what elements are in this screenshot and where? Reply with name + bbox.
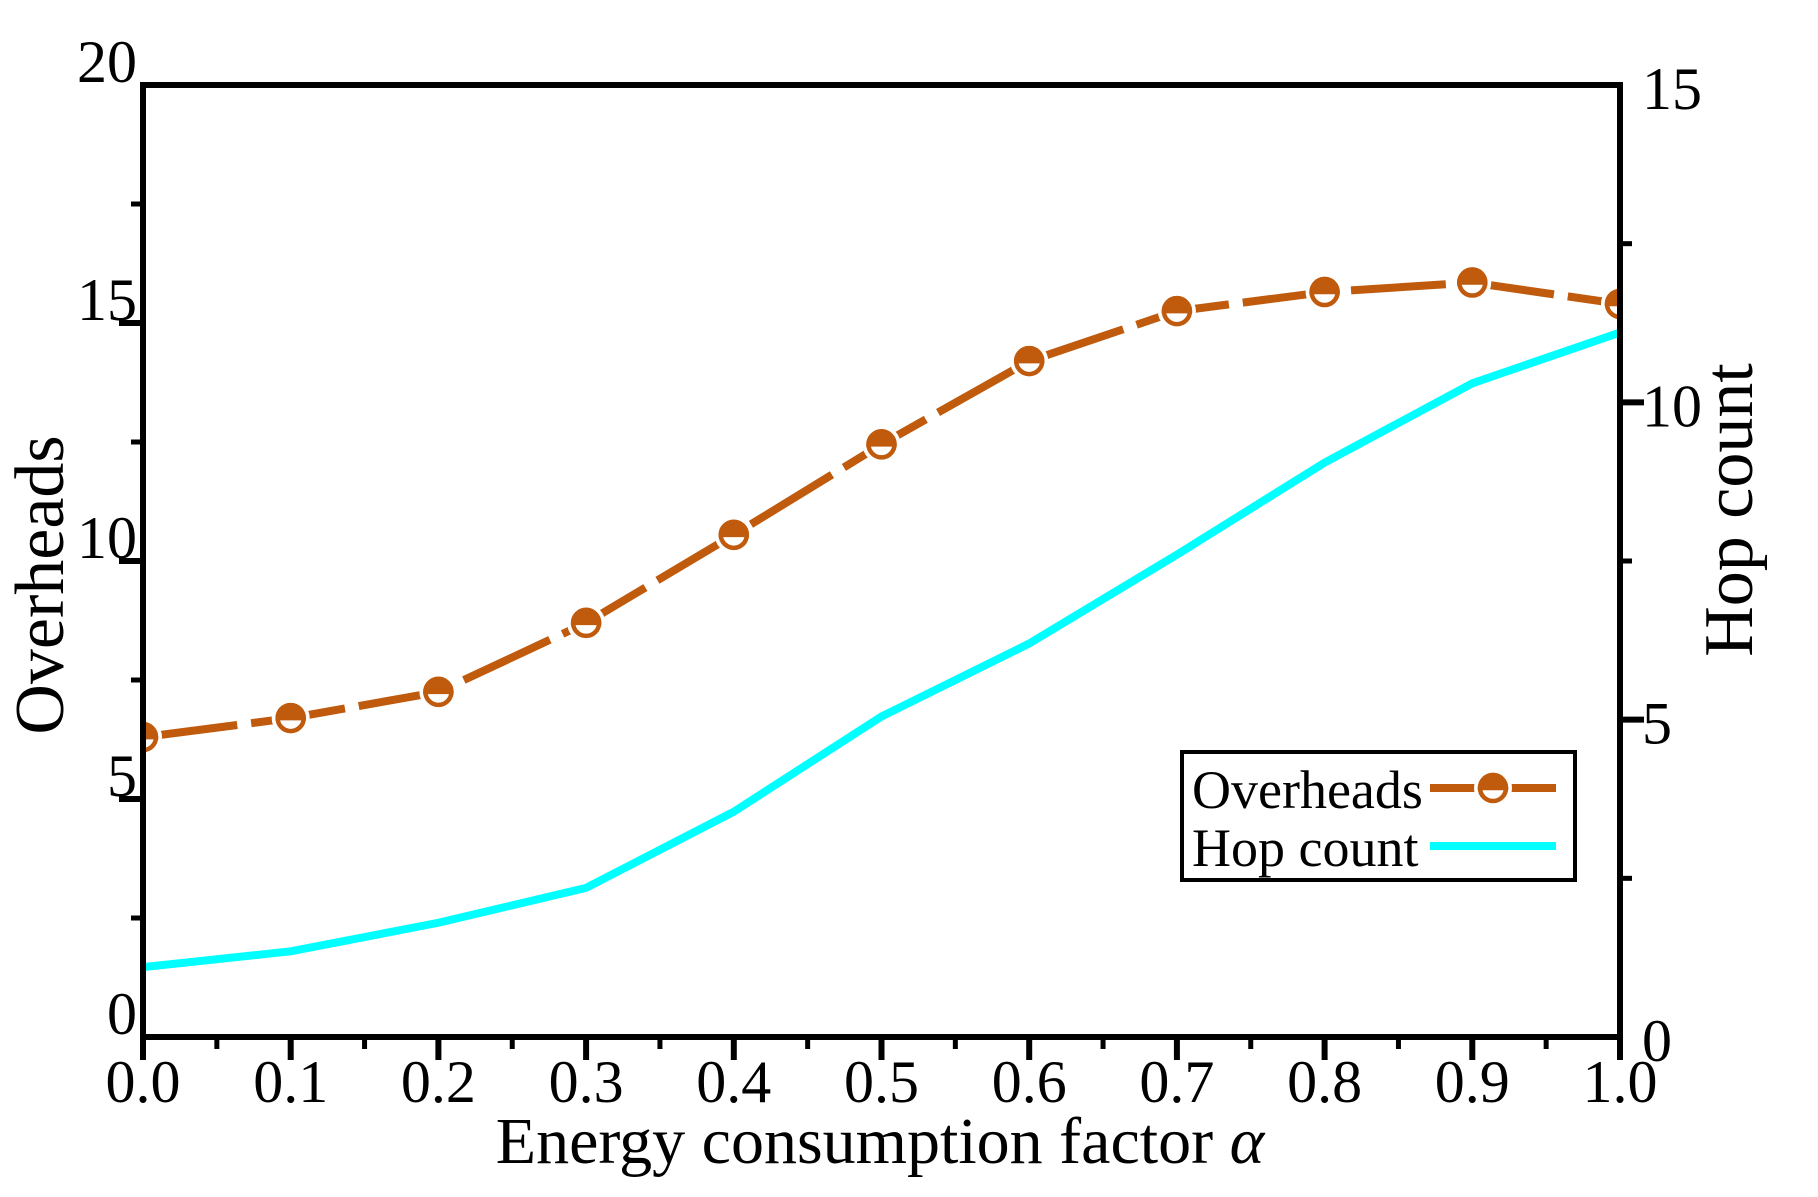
overheads-marker-ring <box>866 429 897 460</box>
overheads-marker <box>271 699 310 738</box>
overheads-marker-ring <box>275 702 306 734</box>
y-left-tick-label: 5 <box>107 743 137 809</box>
overheads-marker-ring <box>1309 276 1340 308</box>
y-left-tick-label: 0 <box>107 981 137 1047</box>
x-tick-label: 1.0 <box>1583 1049 1658 1115</box>
ticks: 0.0 0.1 0.2 0.3 0.4 0.5 0.6 0.7 0.8 0.9 1.00510152… <box>77 29 1702 1115</box>
overheads-marker <box>1157 292 1196 331</box>
overheads-marker <box>419 672 458 711</box>
y-right-axis-label: Hop count <box>1691 363 1768 657</box>
plot-area <box>143 263 1620 972</box>
x-tick-label: 0.2 <box>401 1049 476 1115</box>
overheads-marker-ring <box>1161 295 1193 327</box>
overheads-marker-ring <box>143 721 159 753</box>
overheads-marker <box>1601 284 1620 323</box>
x-tick-label: 0.5 <box>844 1049 919 1115</box>
y-left-axis-label: Overheads <box>2 435 79 734</box>
x-tick-label: 0.9 <box>1435 1049 1510 1115</box>
overheads-marker-ring <box>1604 288 1620 320</box>
x-tick-label: 0.7 <box>1139 1049 1214 1115</box>
overheads-marker-ring <box>1013 345 1045 377</box>
legend-box <box>1180 750 1577 882</box>
x-tick-label: 0.6 <box>992 1049 1067 1115</box>
x-tick-label: 0.3 <box>549 1049 624 1115</box>
y-right-tick-label: 0 <box>1642 1008 1672 1074</box>
overheads-marker-ring <box>1457 267 1488 298</box>
legend-sample-marker <box>1474 769 1512 807</box>
x-tick-label: 0.1 <box>253 1049 328 1115</box>
y-right-tick-label: 15 <box>1642 56 1702 122</box>
y-left-tick-label: 15 <box>77 267 137 333</box>
overheads-marker <box>567 603 606 642</box>
x-tick-label: 0.4 <box>696 1049 771 1115</box>
overheads-marker-ring <box>718 519 750 551</box>
legend-label: Overheads <box>1192 760 1423 820</box>
legend-label: Hop count <box>1192 818 1418 878</box>
series-hop-count-line <box>143 328 1620 972</box>
overheads-marker-ring <box>570 607 602 639</box>
x-tick-label: 0.0 <box>106 1049 181 1115</box>
y-left-tick-label: 10 <box>77 505 137 571</box>
overheads-marker <box>1453 263 1492 302</box>
y-right-tick-label: 10 <box>1642 373 1702 439</box>
series-overheads-line <box>143 278 1620 742</box>
legend-sample-marker-ring <box>1477 772 1509 804</box>
overheads-marker <box>714 515 753 554</box>
plot-border <box>140 82 1623 1040</box>
overheads-marker <box>862 425 901 464</box>
y-right-tick-label: 5 <box>1642 691 1672 757</box>
x-tick-label: 0.8 <box>1287 1049 1362 1115</box>
y-left-tick-label: 20 <box>77 29 137 95</box>
overheads-marker <box>1010 342 1049 381</box>
overheads-marker <box>1305 273 1344 312</box>
overheads-marker-ring <box>423 676 454 708</box>
x-axis-label: Energy consumption factor α <box>496 1105 1266 1178</box>
